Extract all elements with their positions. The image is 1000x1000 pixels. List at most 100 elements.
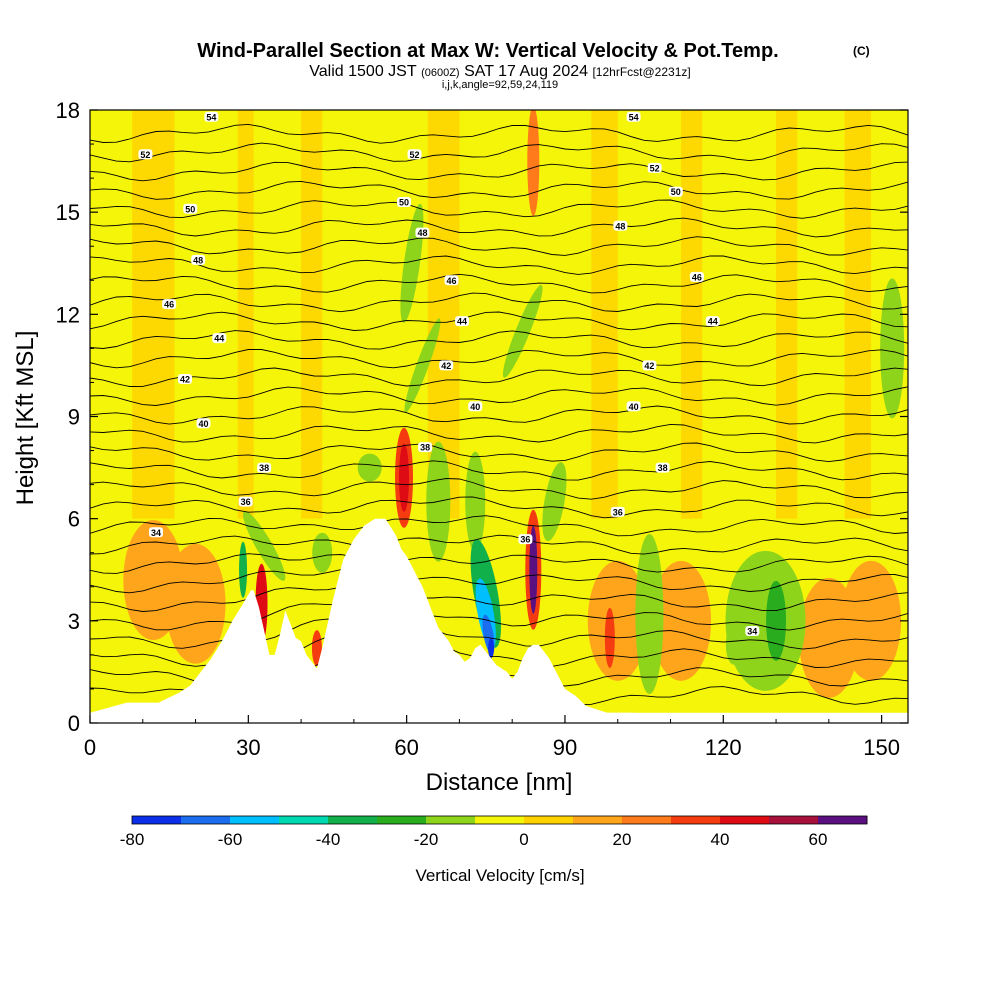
w-region-strong-descent bbox=[766, 580, 787, 661]
theta-contour bbox=[90, 423, 908, 444]
theta-label-text: 46 bbox=[692, 272, 702, 282]
theta-label-text: 52 bbox=[650, 163, 660, 173]
theta-contour bbox=[90, 349, 908, 369]
theta-contour bbox=[90, 597, 908, 631]
theta-contour-label: 52 bbox=[407, 149, 422, 160]
theta-label-box bbox=[455, 316, 470, 327]
theta-contour bbox=[90, 515, 908, 537]
theta-label-text: 44 bbox=[214, 334, 224, 344]
colorbar-tick-label: -40 bbox=[316, 830, 341, 849]
theta-contour bbox=[90, 478, 908, 500]
w-region-weak-ascent bbox=[301, 110, 323, 519]
colorbar-tick-label: 40 bbox=[711, 830, 730, 849]
theta-label-box bbox=[148, 527, 163, 538]
theta-contour-label: 36 bbox=[518, 534, 533, 545]
theta-contour-label: 34 bbox=[148, 527, 163, 538]
theta-label-box bbox=[204, 111, 219, 122]
subtitle-valid: Valid 1500 JST bbox=[309, 63, 417, 80]
theta-contour-label: 44 bbox=[455, 316, 470, 327]
theta-contour bbox=[90, 180, 908, 200]
theta-contour-label: 50 bbox=[668, 186, 683, 197]
w-region-descent bbox=[312, 532, 333, 573]
theta-contour bbox=[90, 330, 908, 350]
theta-contour bbox=[90, 534, 908, 555]
x-tick-label: 30 bbox=[236, 735, 260, 760]
theta-label-text: 44 bbox=[708, 317, 718, 327]
colorbar-swatch bbox=[328, 816, 378, 824]
theta-label-box bbox=[183, 203, 198, 214]
theta-label-box bbox=[212, 333, 227, 344]
y-tick-label: 0 bbox=[68, 711, 80, 736]
theta-contour-label: 40 bbox=[468, 401, 483, 412]
theta-label-text: 36 bbox=[241, 497, 251, 507]
terrain-baseline bbox=[90, 712, 908, 723]
w-region-descent bbox=[725, 550, 806, 691]
w-region-descent bbox=[357, 453, 382, 482]
colorbar-label: Vertical Velocity [cm/s] bbox=[415, 866, 584, 885]
theta-label-text: 40 bbox=[629, 402, 639, 412]
theta-label-box bbox=[415, 227, 430, 238]
chart-title-mark: (C) bbox=[853, 44, 870, 58]
theta-contour bbox=[90, 273, 908, 294]
w-region-strong-ascent bbox=[399, 443, 410, 512]
colorbar-swatch bbox=[377, 816, 427, 824]
y-tick-label: 18 bbox=[56, 98, 80, 123]
x-axis-label: Distance [nm] bbox=[426, 769, 573, 796]
w-region-strong-ascent bbox=[529, 525, 538, 614]
w-region-descent bbox=[635, 534, 664, 695]
colorbar-swatch bbox=[475, 816, 525, 824]
theta-label-box bbox=[257, 462, 272, 473]
theta-contour bbox=[90, 311, 908, 331]
theta-contour bbox=[90, 161, 908, 182]
theta-contour bbox=[90, 123, 908, 144]
theta-contour-label: 42 bbox=[642, 360, 657, 371]
theta-label-text: 48 bbox=[417, 228, 427, 238]
theta-label-box bbox=[689, 271, 704, 282]
theta-label-text: 50 bbox=[399, 197, 409, 207]
theta-label-text: 50 bbox=[185, 204, 195, 214]
theta-label-box bbox=[626, 401, 641, 412]
theta-label-box bbox=[162, 299, 177, 310]
subtitle-date: SAT 17 Aug 2024 bbox=[464, 63, 588, 80]
theta-label-text: 54 bbox=[629, 112, 639, 122]
x-tick-label: 150 bbox=[863, 735, 900, 760]
w-region-descent bbox=[404, 318, 441, 413]
chart-subtitle: Valid 1500 JST (0600Z) SAT 17 Aug 2024 [… bbox=[309, 63, 690, 80]
chart-subtitle-indices: i,j,k,angle=92,59,24,119 bbox=[442, 79, 558, 91]
colorbar-frame bbox=[131, 815, 868, 825]
colorbar-swatch bbox=[720, 816, 770, 824]
theta-contour bbox=[90, 255, 908, 275]
theta-contour-label: 38 bbox=[257, 462, 272, 473]
theta-label-text: 38 bbox=[259, 463, 269, 473]
w-region-descent bbox=[880, 278, 905, 419]
theta-contour bbox=[90, 142, 908, 163]
theta-label-text: 52 bbox=[410, 150, 420, 160]
theta-contour bbox=[90, 386, 908, 406]
theta-label-text: 48 bbox=[615, 221, 625, 231]
colorbar-swatch bbox=[426, 816, 476, 824]
theta-contour-label: 40 bbox=[196, 418, 211, 429]
theta-label-text: 42 bbox=[180, 375, 190, 385]
theta-label-box bbox=[418, 442, 433, 453]
theta-contour-label: 42 bbox=[177, 374, 192, 385]
theta-contour bbox=[90, 217, 908, 238]
vertical-velocity-field bbox=[123, 110, 905, 698]
theta-contour-label: 42 bbox=[439, 360, 454, 371]
theta-contour-label: 50 bbox=[183, 203, 198, 214]
theta-contour-label: 52 bbox=[138, 149, 153, 160]
w-region-weak-ascent bbox=[591, 110, 618, 519]
potential-temperature-labels: 54 54 52 52 52 50 50 50 48 48 48 46 46 46 44 44 44 42 42 42… bbox=[138, 111, 760, 637]
y-tick-label: 6 bbox=[68, 507, 80, 532]
y-tick-label: 3 bbox=[68, 609, 80, 634]
colorbar-swatch bbox=[181, 816, 231, 824]
w-region-descent bbox=[242, 511, 286, 581]
theta-label-box bbox=[138, 149, 153, 160]
colorbar-tick-label: 20 bbox=[613, 830, 632, 849]
theta-contour bbox=[90, 553, 908, 574]
theta-label-text: 42 bbox=[644, 361, 654, 371]
colorbar-swatch bbox=[671, 816, 721, 824]
theta-label-box bbox=[642, 360, 657, 371]
theta-label-text: 46 bbox=[446, 276, 456, 286]
